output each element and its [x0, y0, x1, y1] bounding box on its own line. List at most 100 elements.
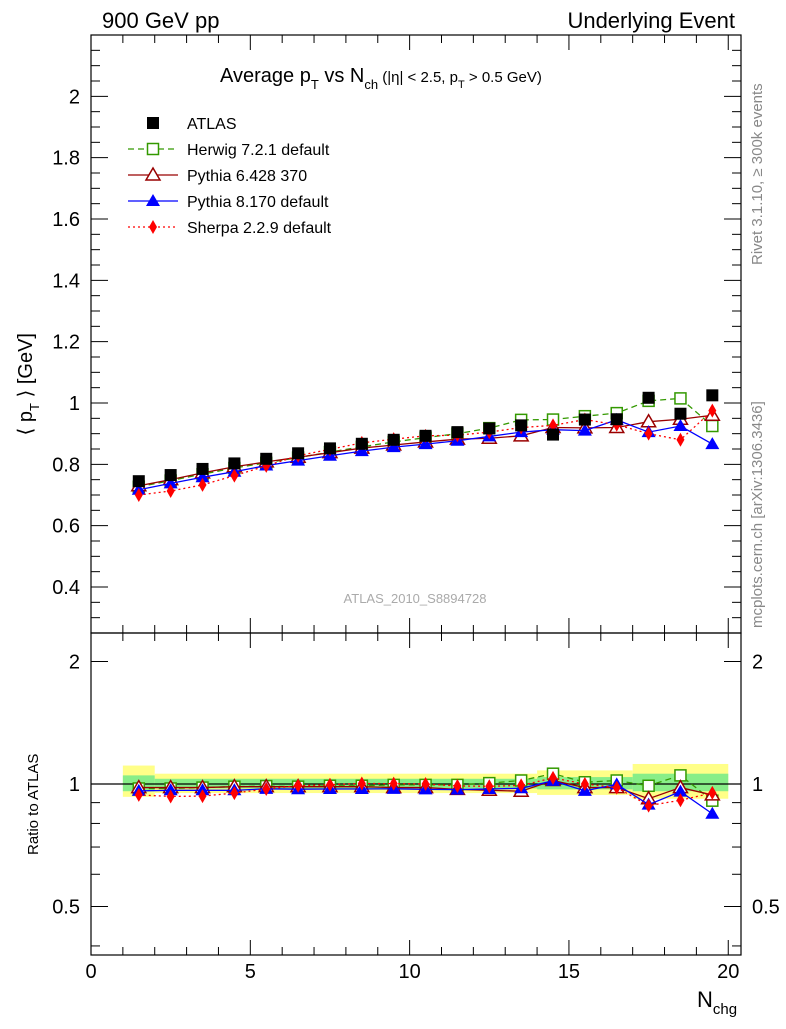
point-sherpa-2-2-9-default-1 [166, 484, 175, 499]
point-atlas-0 [132, 475, 145, 488]
ratio-point-sherpa-2-2-9-default-2 [198, 789, 207, 804]
y-axis-label-part-2: ⟩ [GeV] [15, 333, 37, 403]
point-atlas-16 [642, 391, 655, 404]
ratio-point-pythia-8-170-default-17 [673, 784, 688, 797]
y-tick-label-5: 1.4 [52, 270, 80, 292]
ratio-point-sherpa-2-2-9-default-18 [708, 785, 717, 800]
y-tick-label-1: 0.6 [52, 516, 80, 538]
point-atlas-4 [260, 452, 273, 465]
y-axis-label: ⟨ pT ⟩ [GeV] [15, 333, 42, 436]
point-pythia-8-170-default-9 [418, 437, 433, 450]
point-pythia-8-170-default-2 [195, 470, 210, 483]
ratio-point-sherpa-2-2-9-default-4 [262, 782, 271, 797]
analysis-watermark: ATLAS_2010_S8894728 [344, 591, 487, 606]
point-sherpa-2-2-9-default-18 [708, 403, 717, 418]
y-tick-label-4: 1.2 [52, 332, 80, 354]
ratio-point-sherpa-2-2-9-default-3 [230, 786, 239, 801]
point-sherpa-2-2-9-default-2 [198, 477, 207, 492]
ratio-y-tick-label-2: 2 [69, 652, 80, 674]
ratio-point-sherpa-2-2-9-default-16 [644, 798, 653, 813]
ratio-point-sherpa-2-2-9-default-10 [453, 778, 462, 793]
ratio-point-pythia-8-170-default-1 [163, 783, 178, 796]
axis-tick-labels: 0 5 10 15 20 0.4 0.6 0.8 1 1.2 1.4 1.6 1.8 2 0.5 0.5 1 1 2… [52, 86, 780, 983]
ratio-y-tick-label-1: 1 [69, 774, 80, 796]
point-atlas-10 [451, 426, 464, 439]
ratio-y-tick-label-right-1: 1 [752, 774, 763, 796]
y-tick-label-0: 0.4 [52, 577, 80, 599]
x-tick-label-0: 0 [85, 961, 96, 983]
point-atlas-14 [578, 413, 591, 426]
ratio-point-sherpa-2-2-9-default-8 [389, 776, 398, 791]
ratio-point-sherpa-2-2-9-default-15 [612, 780, 621, 795]
ratio-point-sherpa-2-2-9-default-1 [166, 789, 175, 804]
point-pythia-8-170-default-1 [163, 476, 178, 489]
ratio-y-tick-label-0: 0.5 [52, 896, 80, 918]
legend-label-herwig: Herwig 7.2.1 default [187, 142, 330, 159]
point-pythia-8-170-default-7 [354, 444, 369, 457]
y-tick-label-6: 1.6 [52, 209, 80, 231]
legend-marker-herwig-7-2-1-default [146, 142, 160, 156]
point-atlas-13 [547, 428, 560, 441]
point-atlas-17 [674, 407, 687, 420]
point-atlas-9 [419, 429, 432, 442]
header-left: 900 GeV pp [102, 8, 219, 33]
point-atlas-15 [610, 413, 623, 426]
point-atlas-7 [355, 437, 368, 450]
point-atlas-12 [515, 419, 528, 432]
title-part-4: > 0.5 GeV) [465, 69, 542, 86]
y-axis-label-sub: T [27, 403, 42, 411]
point-atlas-18 [706, 389, 719, 402]
point-pythia-8-170-default-17 [673, 419, 688, 431]
legend-marker-pythia-8-170-default [146, 194, 160, 206]
x-axis-label-main: N [697, 987, 713, 1012]
point-pythia-8-170-default-14 [577, 423, 592, 436]
point-sherpa-2-2-9-default-3 [230, 468, 239, 483]
main-series-layer [130, 389, 721, 502]
point-pythia-8-170-default-18 [705, 437, 720, 450]
ratio-series-layer [130, 767, 721, 819]
point-herwig-7-2-1-default-17 [674, 392, 687, 405]
ratio-y-axis-label: Ratio to ATLAS [25, 754, 42, 855]
ratio-point-sherpa-2-2-9-default-5 [294, 778, 303, 793]
y-tick-label-7: 1.8 [52, 148, 80, 170]
ratio-point-sherpa-2-2-9-default-0 [134, 787, 143, 802]
series-line-pythia-6-428-370 [138, 414, 713, 487]
y-tick-label-2: 0.8 [52, 454, 80, 476]
point-atlas-1 [164, 469, 177, 482]
title-sub-3: T [458, 79, 465, 91]
legend-marker-atlas [147, 117, 159, 129]
point-herwig-7-2-1-default-18 [706, 419, 719, 433]
y-tick-label-8: 2 [69, 86, 80, 108]
point-atlas-3 [228, 457, 241, 470]
legend-label-pythia8: Pythia 8.170 default [187, 194, 329, 211]
ratio-point-sherpa-2-2-9-default-14 [580, 776, 589, 791]
y-axis-label-part-1: ⟨ p [15, 411, 37, 435]
x-axis-label: Nchg [697, 987, 737, 1018]
legend-label-atlas: ATLAS [187, 116, 237, 133]
mcplots-label: mcplots.cern.ch [arXiv:1306.3436] [749, 401, 766, 628]
x-tick-label-15: 15 [558, 961, 580, 983]
ratio-point-herwig-7-2-1-default-16 [642, 779, 655, 793]
title-part-2: vs N [319, 65, 365, 87]
point-atlas-5 [292, 447, 305, 460]
legend-markers [128, 117, 178, 234]
legend-label-sherpa: Sherpa 2.2.9 default [187, 220, 332, 237]
ratio-point-sherpa-2-2-9-default-7 [357, 776, 366, 791]
x-tick-label-10: 10 [399, 961, 421, 983]
ratio-point-sherpa-2-2-9-default-17 [676, 793, 685, 808]
x-tick-label-5: 5 [245, 961, 256, 983]
ratio-point-pythia-8-170-default-18 [705, 806, 720, 819]
ratio-point-sherpa-2-2-9-default-6 [325, 777, 334, 792]
ratio-plot-frame [90, 632, 742, 956]
ratio-point-sherpa-2-2-9-default-11 [485, 779, 494, 794]
rivet-version-label: Rivet 3.1.10, ≥ 300k events [749, 83, 766, 265]
ratio-point-sherpa-2-2-9-default-12 [517, 778, 526, 793]
point-atlas-8 [387, 433, 400, 446]
legend-label-pythia6: Pythia 6.428 370 [187, 168, 307, 185]
title-part-3: (|η| < 2.5, p [378, 69, 458, 86]
ratio-point-sherpa-2-2-9-default-9 [421, 776, 430, 791]
point-atlas-6 [323, 442, 336, 455]
point-sherpa-2-2-9-default-16 [644, 426, 653, 441]
